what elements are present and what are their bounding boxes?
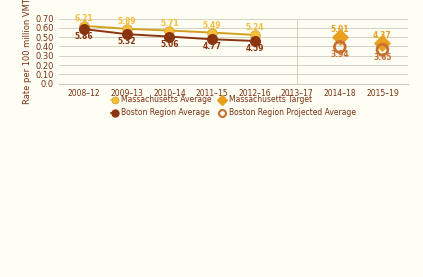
Point	[124, 32, 130, 36]
Point	[209, 30, 215, 35]
Point	[336, 45, 343, 49]
Text: 4.77: 4.77	[203, 42, 221, 51]
Y-axis label: Rate per 100 million VMT: Rate per 100 million VMT	[23, 0, 33, 104]
Point	[379, 47, 386, 52]
Point	[81, 27, 88, 31]
Text: 5.01: 5.01	[330, 25, 349, 34]
Point	[124, 27, 130, 31]
Point	[166, 28, 173, 33]
Text: 5.71: 5.71	[160, 19, 179, 28]
Legend: Massachusetts Average, Boston Region Average, Massachusetts Target, Boston Regio: Massachusetts Average, Boston Region Ave…	[108, 93, 359, 120]
Point	[209, 37, 215, 42]
Text: 3.65: 3.65	[373, 53, 392, 62]
Point	[251, 33, 258, 37]
Text: 6.21: 6.21	[75, 14, 93, 23]
Text: 3.94: 3.94	[330, 50, 349, 59]
Point	[336, 35, 343, 39]
Text: 5.32: 5.32	[118, 37, 136, 46]
Text: 4.37: 4.37	[373, 31, 392, 40]
Point	[166, 34, 173, 39]
Text: 5.24: 5.24	[245, 23, 264, 32]
Point	[81, 24, 88, 28]
Text: 5.89: 5.89	[118, 17, 136, 26]
Text: 5.49: 5.49	[203, 21, 221, 30]
Text: 4.59: 4.59	[245, 44, 264, 53]
Point	[251, 39, 258, 43]
Point	[379, 41, 386, 45]
Text: 5.86: 5.86	[75, 32, 93, 41]
Text: 5.06: 5.06	[160, 40, 179, 48]
